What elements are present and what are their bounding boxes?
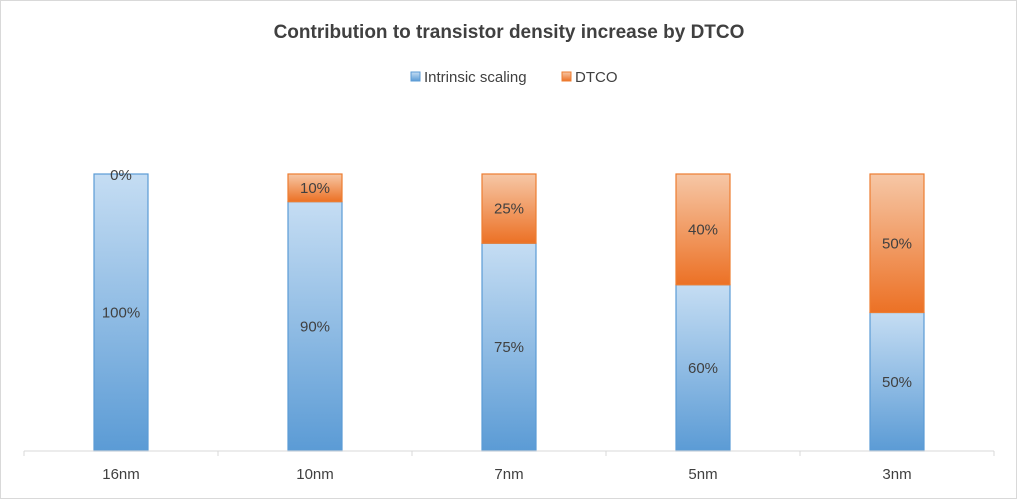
x-axis-tick-labels: 16nm 10nm 7nm 5nm 3nm [102, 466, 911, 483]
bar-dtco [287, 173, 343, 203]
legend-swatch-dtco [561, 71, 572, 82]
x-tick-label: 3nm [882, 466, 911, 483]
data-label-intrinsic: 50% [882, 374, 912, 391]
data-label-dtco: 50% [882, 235, 912, 252]
bar-intrinsic [675, 284, 731, 452]
data-label-dtco: 0% [110, 167, 132, 184]
plot-area: 100% 0% 90% 10% 75% 25% 60% 40% 50% 50% [93, 167, 925, 452]
legend-label-dtco: DTCO [575, 69, 618, 86]
legend-label-intrinsic: Intrinsic scaling [424, 69, 527, 86]
x-tick-label: 10nm [296, 466, 334, 483]
data-label-intrinsic: 75% [494, 339, 524, 356]
data-label-dtco: 25% [494, 201, 524, 218]
data-label-dtco: 10% [300, 180, 330, 197]
bar-intrinsic [287, 201, 343, 452]
x-tick-label: 7nm [494, 466, 523, 483]
data-label-intrinsic: 100% [102, 305, 140, 322]
data-label-intrinsic: 60% [688, 360, 718, 377]
x-tick-label: 5nm [688, 466, 717, 483]
bar-intrinsic [869, 311, 925, 452]
bar-intrinsic [93, 173, 149, 452]
legend: Intrinsic scaling DTCO [410, 69, 618, 86]
x-axis-ticks [23, 451, 995, 456]
data-label-intrinsic: 90% [300, 318, 330, 335]
x-tick-label: 16nm [102, 466, 140, 483]
chart-title: Contribution to transistor density incre… [274, 22, 745, 43]
bar-dtco [869, 173, 925, 314]
bar-intrinsic [481, 242, 537, 452]
legend-swatch-intrinsic [410, 71, 421, 82]
bar-dtco [675, 173, 731, 286]
bar-dtco [481, 173, 537, 244]
x-axis: 16nm 10nm 7nm 5nm 3nm [23, 450, 995, 483]
data-label-dtco: 40% [688, 221, 718, 238]
